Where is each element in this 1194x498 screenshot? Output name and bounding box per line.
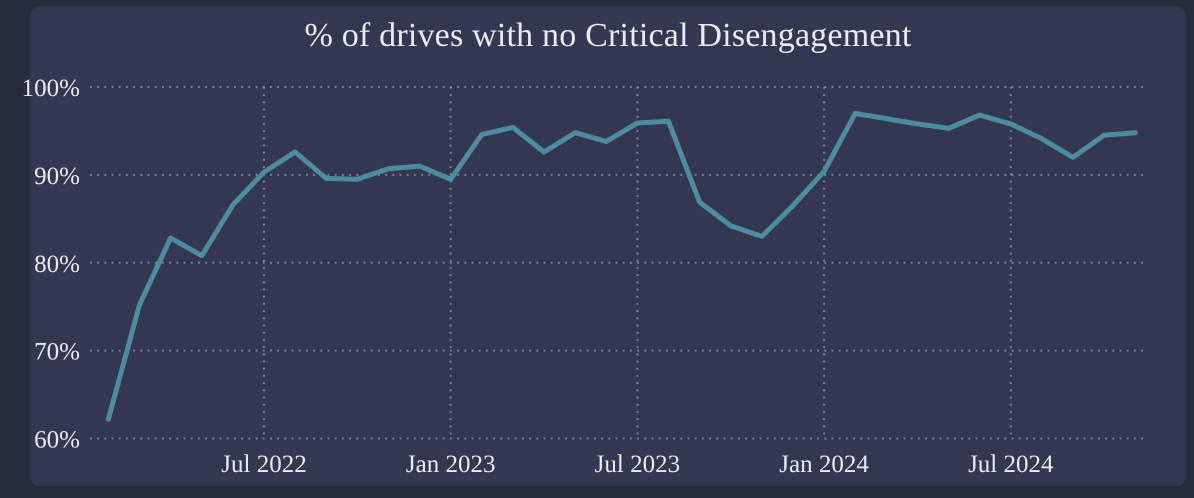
y-axis-tick-label: 100% [22, 75, 80, 102]
y-axis-tick-label: 80% [34, 251, 80, 278]
x-axis-tick-label: Jul 2024 [968, 451, 1054, 478]
x-axis-tick-label: Jul 2023 [595, 451, 680, 478]
data-line [105, 110, 1138, 422]
y-axis-tick-label: 60% [34, 427, 80, 454]
y-axis-tick-label: 90% [34, 163, 80, 190]
y-axis-tick-label: 70% [34, 339, 80, 366]
chart-title: % of drives with no Critical Disengageme… [304, 17, 912, 54]
x-axis-tick-label: Jan 2023 [406, 451, 496, 478]
chart-panel [30, 6, 1186, 486]
x-axis-tick-label: Jul 2022 [221, 451, 306, 478]
x-axis-tick-label: Jan 2024 [779, 451, 869, 478]
